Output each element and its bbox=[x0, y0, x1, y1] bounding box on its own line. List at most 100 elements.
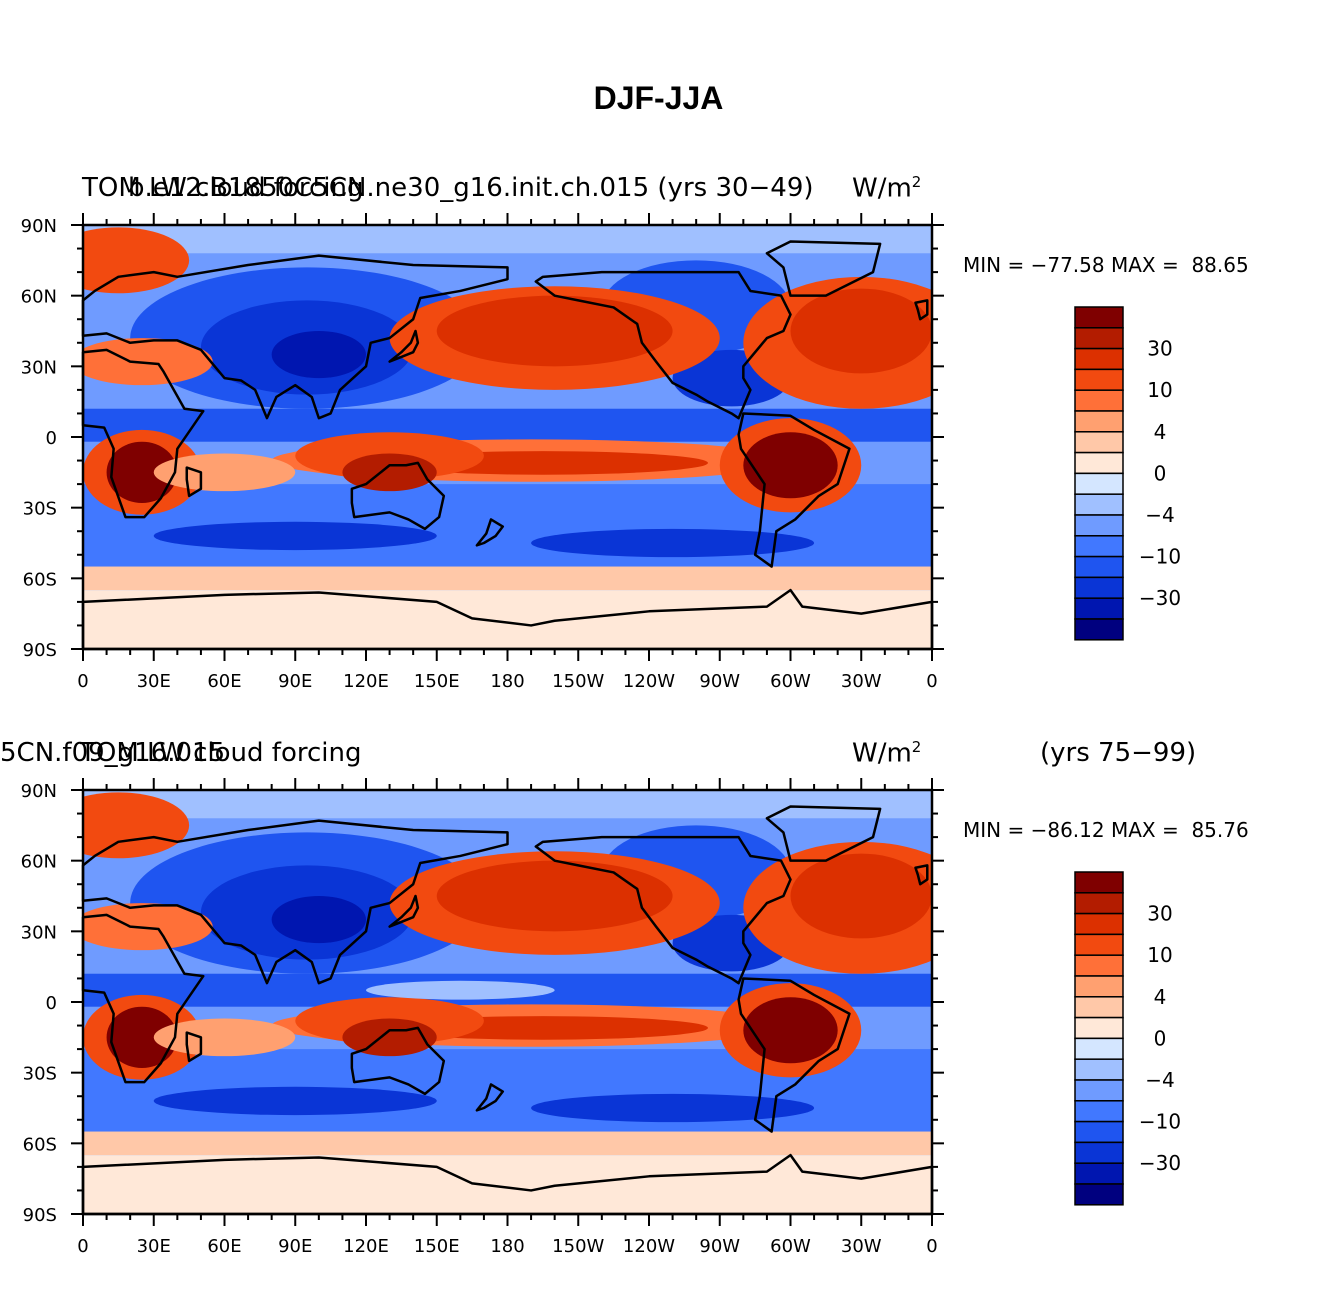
x-tick-label: 90W bbox=[699, 1236, 740, 1257]
x-tick-label: 90E bbox=[278, 671, 312, 692]
coastline-0 bbox=[81, 913, 205, 1084]
colorbar-label: 10 bbox=[1147, 378, 1172, 402]
field-blob bbox=[83, 227, 190, 294]
y-tick-label: 30N bbox=[21, 357, 57, 378]
colorbar-label: 4 bbox=[1154, 985, 1167, 1009]
x-tick-label: 90E bbox=[278, 1236, 312, 1257]
colorbar-box bbox=[1074, 1100, 1124, 1123]
colorbar-box bbox=[1074, 493, 1124, 516]
coastline-2 bbox=[534, 270, 792, 420]
x-tick-label: 30W bbox=[841, 1236, 882, 1257]
field-band bbox=[83, 1155, 932, 1214]
colorbar-box bbox=[1074, 1016, 1124, 1040]
colorbar-label: 30 bbox=[1147, 902, 1172, 926]
colorbar-box bbox=[1074, 975, 1124, 998]
field-blob bbox=[436, 860, 673, 932]
colorbar-box bbox=[1074, 306, 1124, 329]
coastline-0 bbox=[81, 348, 205, 519]
x-tick-label: 60W bbox=[770, 1236, 811, 1257]
coastline-8 bbox=[388, 329, 420, 363]
colorbar-box bbox=[1074, 597, 1124, 620]
field-blob bbox=[153, 453, 296, 492]
x-tick-label: 150E bbox=[414, 1236, 460, 1257]
colorbar-box bbox=[1074, 1058, 1124, 1081]
colorbar-box bbox=[1074, 1079, 1124, 1102]
x-tick-label: 120W bbox=[623, 1236, 675, 1257]
coastline-1 bbox=[81, 254, 509, 420]
colorbar-box bbox=[1074, 327, 1124, 350]
field-blob bbox=[153, 1086, 437, 1116]
colorbar-box bbox=[1074, 1183, 1124, 1206]
colorbar-box bbox=[1074, 1162, 1124, 1185]
panel-bottom-plot: 0 30E 60E 90E 120E 150E 180 150W 120W 90W 60W 30W 09… bbox=[21, 778, 1181, 1257]
colorbar-box bbox=[1074, 912, 1124, 936]
colorbar-box bbox=[1074, 410, 1124, 433]
field-blob bbox=[106, 1006, 178, 1068]
y-tick-label: 30N bbox=[21, 922, 57, 943]
colorbar-label: −4 bbox=[1145, 1068, 1174, 1092]
field-shading bbox=[83, 790, 932, 1214]
colorbar-box bbox=[1074, 555, 1124, 579]
x-tick-label: 180 bbox=[490, 671, 524, 692]
panel-top-min-max: MIN = −77.58 MAX = 88.65 bbox=[963, 253, 1249, 277]
colorbar-box bbox=[1074, 618, 1124, 641]
colorbar-box bbox=[1074, 1037, 1124, 1060]
panel-top-case-title: b.e12.B1850C5CN.ne30_g16.init.ch.015 (yr… bbox=[128, 173, 814, 203]
field-band bbox=[83, 790, 932, 819]
colorbar-label: −4 bbox=[1145, 503, 1174, 527]
panel-top-variable-title: TOM LW cloud forcing bbox=[82, 173, 364, 203]
colorbar-box bbox=[1074, 871, 1124, 894]
x-tick-label: 0 bbox=[926, 671, 937, 692]
colorbar-label: 0 bbox=[1154, 461, 1167, 485]
field-band bbox=[83, 566, 932, 591]
field-blob bbox=[790, 288, 932, 374]
colorbar-box bbox=[1074, 514, 1124, 537]
y-tick-label: 60S bbox=[23, 1134, 57, 1155]
panel-bottom-years: (yrs 75−99) bbox=[1040, 738, 1197, 768]
x-tick-label: 30E bbox=[137, 671, 171, 692]
coastline-7 bbox=[914, 864, 929, 886]
colorbar-box bbox=[1074, 1141, 1124, 1164]
x-tick-label: 150W bbox=[552, 1236, 604, 1257]
x-tick-label: 150E bbox=[414, 671, 460, 692]
panel-bottom-variable-title: TOM LW cloud forcing bbox=[80, 738, 362, 768]
colorbar-box bbox=[1074, 996, 1124, 1019]
field-blob bbox=[83, 338, 213, 386]
field-band bbox=[83, 225, 932, 254]
field-blob bbox=[153, 1018, 296, 1057]
y-tick-label: 90S bbox=[23, 640, 57, 661]
field-band bbox=[83, 590, 932, 649]
coastline-3 bbox=[765, 240, 882, 297]
coastline-7 bbox=[914, 299, 929, 321]
coastline-5 bbox=[350, 1026, 446, 1096]
field-blob bbox=[531, 1093, 815, 1123]
field-blob bbox=[743, 997, 838, 1064]
x-tick-label: 180 bbox=[490, 1236, 524, 1257]
colorbar-label: −10 bbox=[1139, 1110, 1181, 1134]
colorbar-label: −30 bbox=[1139, 586, 1181, 610]
colorbar-box bbox=[1074, 535, 1124, 558]
field-blob bbox=[153, 521, 437, 551]
y-tick-label: 90S bbox=[23, 1205, 57, 1226]
x-tick-label: 60E bbox=[207, 671, 241, 692]
field-blob bbox=[106, 441, 178, 503]
panel-bottom-min-max: MIN = −86.12 MAX = 85.76 bbox=[963, 818, 1249, 842]
coastlines bbox=[81, 240, 934, 651]
colorbar-label: 4 bbox=[1154, 420, 1167, 444]
x-tick-label: 60E bbox=[207, 1236, 241, 1257]
panel-top-plot: 0 30E 60E 90E 120E 150E 180 150W 120W 90W 60W 30W 09… bbox=[21, 213, 1181, 692]
coastline-4 bbox=[737, 412, 851, 568]
field-blob bbox=[790, 853, 932, 939]
panel-top-units: W/m2 bbox=[852, 173, 922, 204]
coastline-5 bbox=[350, 461, 446, 531]
colorbar-box bbox=[1074, 451, 1124, 475]
y-tick-label: 90N bbox=[21, 216, 57, 237]
coastline-10 bbox=[475, 1083, 505, 1112]
panel-bottom-units: W/m2 bbox=[852, 738, 922, 769]
x-tick-label: 0 bbox=[77, 1236, 88, 1257]
y-tick-label: 90N bbox=[21, 781, 57, 802]
field-blob bbox=[531, 528, 815, 558]
colorbar-label: 30 bbox=[1147, 337, 1172, 361]
colorbar-box bbox=[1074, 576, 1124, 599]
x-tick-label: 0 bbox=[926, 1236, 937, 1257]
